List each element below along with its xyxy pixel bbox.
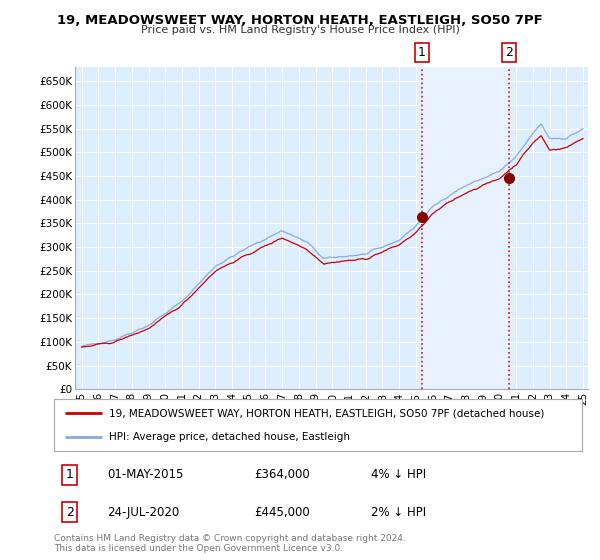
Text: 01-MAY-2015: 01-MAY-2015 xyxy=(107,468,183,481)
Bar xyxy=(422,67,509,389)
Bar xyxy=(509,67,588,389)
Text: 2: 2 xyxy=(66,506,74,519)
Text: Price paid vs. HM Land Registry's House Price Index (HPI): Price paid vs. HM Land Registry's House … xyxy=(140,25,460,35)
Text: 19, MEADOWSWEET WAY, HORTON HEATH, EASTLEIGH, SO50 7PF: 19, MEADOWSWEET WAY, HORTON HEATH, EASTL… xyxy=(57,14,543,27)
Text: 1: 1 xyxy=(66,468,74,481)
Text: £445,000: £445,000 xyxy=(254,506,310,519)
Text: 4% ↓ HPI: 4% ↓ HPI xyxy=(371,468,426,481)
Text: 24-JUL-2020: 24-JUL-2020 xyxy=(107,506,179,519)
Text: 1: 1 xyxy=(418,46,426,59)
Text: HPI: Average price, detached house, Eastleigh: HPI: Average price, detached house, East… xyxy=(109,432,350,442)
Text: Contains HM Land Registry data © Crown copyright and database right 2024.
This d: Contains HM Land Registry data © Crown c… xyxy=(54,534,406,553)
Text: 2% ↓ HPI: 2% ↓ HPI xyxy=(371,506,426,519)
Text: £364,000: £364,000 xyxy=(254,468,310,481)
Text: 19, MEADOWSWEET WAY, HORTON HEATH, EASTLEIGH, SO50 7PF (detached house): 19, MEADOWSWEET WAY, HORTON HEATH, EASTL… xyxy=(109,408,545,418)
Text: 2: 2 xyxy=(505,46,513,59)
